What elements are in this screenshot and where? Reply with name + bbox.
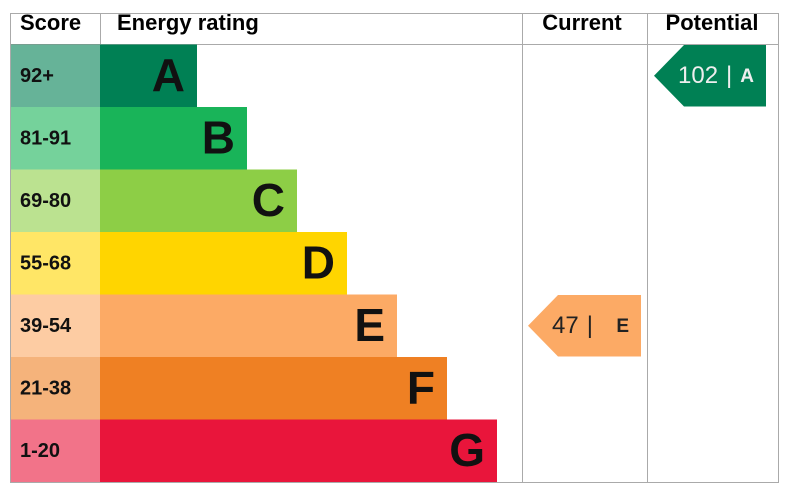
score-cell [11,107,100,170]
rating-letter: E [354,299,385,351]
current-separator: | [587,312,593,339]
rating-letter: G [449,424,485,476]
rating-letter: F [407,361,435,413]
header-current: Current [542,10,622,35]
rating-bar [100,44,197,107]
rating-letter: A [152,49,185,101]
potential-value: 102 [678,62,718,89]
rating-bar [100,107,247,170]
rating-bar [100,294,397,357]
potential-letter: A [740,66,754,87]
potential-arrow [654,45,766,107]
score-cell [11,44,100,107]
score-cell [11,357,100,420]
score-label: 55-68 [20,253,71,275]
current-value: 47 [552,312,579,339]
current-letter: E [616,316,629,337]
score-label: 92+ [20,65,54,87]
score-label: 39-54 [20,315,72,337]
potential-separator: | [726,62,732,89]
score-label: 1-20 [20,440,60,462]
score-label: 21-38 [20,378,71,400]
frame [10,13,779,483]
score-label: 69-80 [20,190,71,212]
header-rating: Energy rating [117,10,259,35]
header-score: Score [20,10,81,35]
current-arrow [528,295,641,357]
rating-letter: D [302,236,335,288]
rating-bar [100,169,297,232]
score-label: 81-91 [20,128,71,150]
rating-bar [100,232,347,295]
score-cell [11,294,100,357]
score-cell [11,232,100,295]
rating-bar [100,419,497,482]
rating-bar [100,357,447,420]
score-cell [11,419,100,482]
rating-letter: B [202,111,235,163]
header-potential: Potential [666,10,759,35]
score-cell [11,169,100,232]
rating-letter: C [252,174,285,226]
